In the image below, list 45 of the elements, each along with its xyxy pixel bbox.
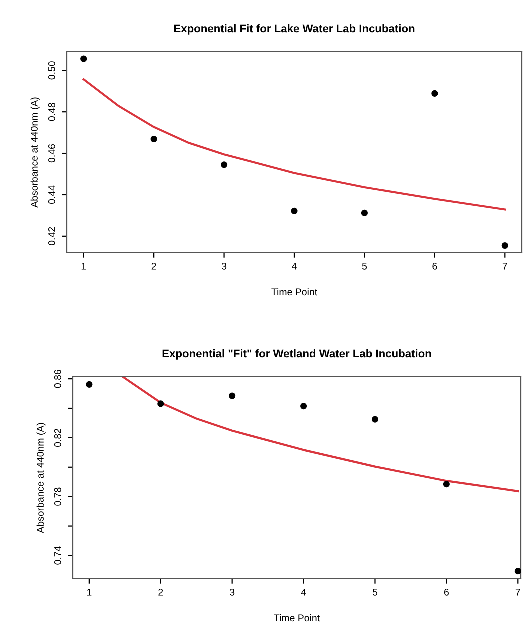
x-tick-label: 3 (222, 262, 227, 270)
y-tick-label: 0.42 (48, 227, 56, 246)
y-tick-label: 0.74 (54, 546, 62, 565)
x-tick-label: 6 (432, 262, 438, 270)
x-tick-label: 7 (502, 263, 508, 270)
y-axis-title: Absorbance at 440nm (A) (36, 423, 46, 534)
x-tick-label: 4 (292, 263, 297, 270)
point (86, 381, 93, 388)
y-tick-label: 0.46 (48, 144, 56, 163)
point (150, 136, 158, 143)
x-tick-label: 2 (158, 588, 164, 596)
y-axis-title: Absorbance at 440nm (A) (30, 98, 40, 208)
x-tick-label: 5 (362, 263, 368, 270)
point (502, 242, 508, 250)
point (514, 568, 521, 575)
chart-title: Exponential "Fit" for Wetland Water Lab Incubation (162, 350, 432, 360)
point (220, 162, 228, 168)
x-tick-label: 6 (444, 588, 449, 596)
x-tick-label: 7 (516, 589, 520, 596)
x-tick-label: 3 (230, 588, 235, 596)
x-tick-label: 1 (87, 589, 92, 596)
point (291, 208, 298, 214)
y-tick-label: 0.48 (48, 103, 56, 122)
x-axis-title: Time Point (272, 288, 318, 296)
point (361, 210, 368, 217)
x-tick-label: 2 (152, 262, 156, 270)
line-series (122, 377, 520, 492)
point (372, 416, 379, 423)
y-tick-label: 0.82 (54, 428, 62, 448)
point (300, 403, 308, 410)
line-series (82, 78, 506, 211)
point (158, 400, 164, 408)
point (80, 56, 88, 62)
point (443, 481, 450, 488)
y-tick-label: 0.50 (48, 62, 56, 80)
y-tick-label: 0.86 (54, 370, 62, 388)
x-tick-label: 5 (372, 589, 378, 596)
y-tick-label: 0.44 (48, 186, 56, 204)
chart-title: Exponential Fit for Lake Water Lab Incubation (174, 24, 415, 35)
point (229, 392, 236, 400)
x-axis-title: Time Point (274, 614, 320, 622)
x-tick-label: 4 (301, 589, 306, 596)
x-tick-label: 1 (82, 263, 86, 270)
point (432, 90, 438, 97)
y-tick-label: 0.78 (54, 488, 62, 506)
